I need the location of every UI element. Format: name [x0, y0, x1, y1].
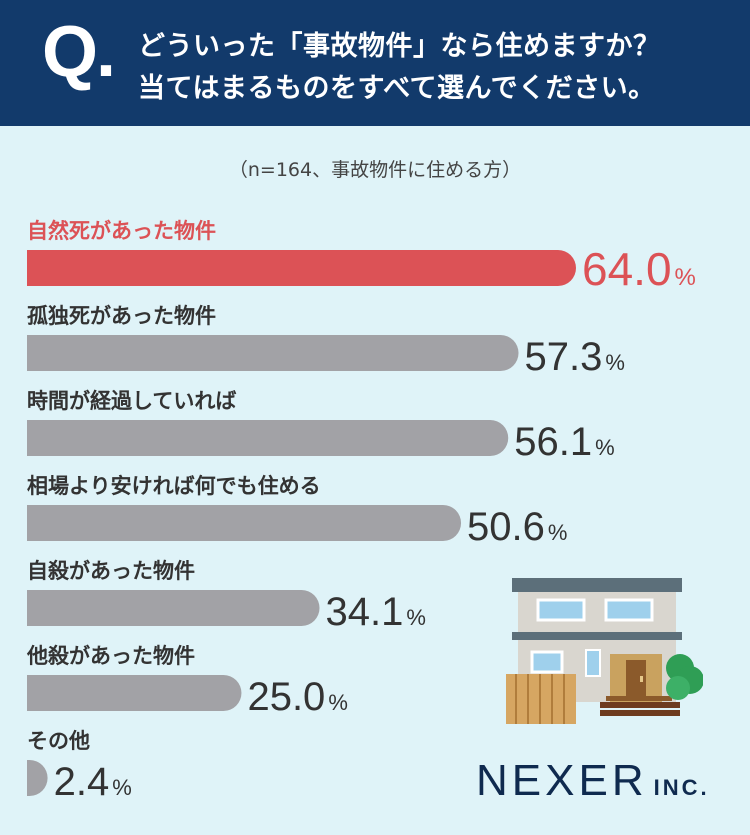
bar-category-label: 相場より安ければ何でも住める: [27, 474, 321, 498]
bar-category-label: 自殺があった物件: [27, 559, 195, 583]
bar: [27, 420, 509, 456]
bar-category-label: 時間が経過していれば: [27, 389, 236, 413]
value-number: 50.6: [467, 505, 545, 549]
bar-value-label: 56.1%: [514, 420, 614, 464]
bar: [27, 675, 242, 711]
bar-category-label: その他: [27, 729, 90, 753]
bar-value-label: 2.4%: [54, 760, 132, 804]
value-unit: %: [548, 520, 568, 545]
bar: [27, 590, 320, 626]
value-number: 34.1: [326, 590, 404, 634]
value-number: 57.3: [525, 335, 603, 379]
value-unit: %: [328, 690, 348, 715]
question-header: Q. どういった「事故物件」なら住めますか？ 当てはまるものをすべて選んでくださ…: [0, 0, 750, 126]
bar: [27, 505, 462, 541]
company-logo: NEXER INC.: [476, 756, 710, 805]
bar-value-label: 57.3%: [525, 335, 625, 379]
q-mark: Q.: [42, 12, 116, 92]
value-unit: %: [406, 605, 426, 630]
value-unit: %: [595, 435, 615, 460]
house-icon: [506, 578, 703, 724]
value-number: 25.0: [247, 675, 325, 719]
bar: [27, 760, 48, 796]
value-number: 64.0: [582, 243, 672, 295]
bar-category-label: 孤独死があった物件: [27, 304, 216, 328]
bar-value-label: 25.0%: [247, 675, 347, 719]
bar-value-label: 64.0%: [582, 243, 696, 295]
value-unit: %: [675, 264, 696, 291]
bar-category-label: 自然死があった物件: [27, 219, 216, 243]
question-text-line1: どういった「事故物件」なら住めますか？: [138, 31, 661, 62]
value-number: 56.1: [514, 420, 592, 464]
value-unit: %: [112, 775, 132, 800]
bar: [27, 335, 519, 371]
value-unit: %: [605, 350, 625, 375]
bar: [27, 250, 576, 286]
bar-value-label: 50.6%: [467, 505, 567, 549]
question-text-line2: 当てはまるものをすべて選んでください。: [138, 73, 656, 104]
sample-note: （n=164、事故物件に住める方）: [228, 159, 522, 181]
bar-category-label: 他殺があった物件: [26, 644, 195, 668]
bar-value-label: 34.1%: [326, 590, 426, 634]
value-number: 2.4: [54, 760, 110, 804]
